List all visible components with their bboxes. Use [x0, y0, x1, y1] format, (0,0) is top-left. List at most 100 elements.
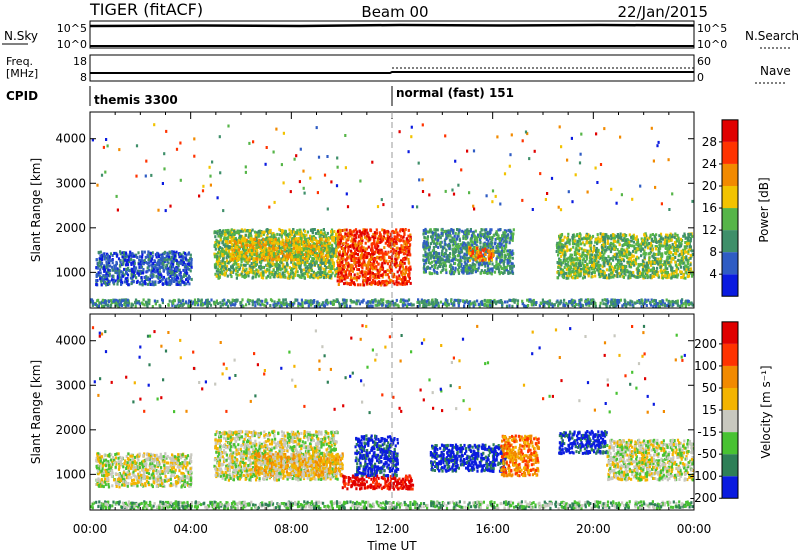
data-cell	[395, 251, 398, 255]
data-cell	[301, 241, 304, 245]
data-cell	[259, 245, 263, 249]
data-cell	[276, 268, 279, 272]
data-cell	[260, 234, 263, 238]
data-cell	[293, 234, 296, 238]
data-cell	[179, 279, 182, 283]
data-cell	[224, 266, 227, 270]
data-cell	[364, 272, 367, 276]
data-cell	[337, 242, 340, 246]
data-cell	[272, 257, 275, 261]
data-cell	[163, 258, 166, 262]
data-cell	[304, 263, 307, 266]
data-cell	[119, 252, 122, 256]
data-cell	[179, 252, 182, 256]
data-cell	[252, 246, 255, 250]
data-cell	[296, 258, 300, 262]
data-cell	[153, 259, 156, 263]
data-cell	[437, 255, 440, 259]
data-cell	[370, 243, 373, 247]
data-cell	[116, 276, 119, 280]
data-cell	[141, 283, 144, 287]
data-cell	[362, 257, 365, 261]
data-cell	[259, 267, 262, 271]
data-cell	[306, 266, 309, 270]
data-cell	[288, 232, 291, 236]
data-cell	[238, 267, 241, 271]
data-cell	[264, 269, 267, 273]
data-cell	[274, 237, 277, 241]
data-cell	[154, 264, 157, 267]
data-cell	[387, 281, 390, 285]
data-cell	[129, 269, 132, 273]
data-cell	[221, 265, 224, 269]
data-cell	[223, 236, 226, 240]
data-cell	[129, 276, 133, 280]
data-cell	[311, 237, 314, 241]
data-cell	[328, 274, 331, 278]
data-cell	[247, 235, 250, 239]
data-cell	[249, 270, 252, 274]
data-cell	[366, 231, 369, 235]
data-cell	[219, 251, 222, 255]
data-cell	[214, 272, 217, 276]
data-cell	[365, 255, 368, 259]
data-cell	[436, 241, 439, 245]
data-cell	[123, 251, 126, 255]
data-cell	[286, 246, 289, 250]
data-cell	[323, 272, 326, 275]
data-cell	[407, 280, 410, 283]
data-cell	[345, 262, 348, 266]
data-cell	[406, 253, 409, 257]
data-cell	[335, 235, 338, 239]
data-cell	[216, 262, 220, 266]
data-cell	[426, 266, 429, 270]
data-cell	[234, 246, 237, 250]
data-cell	[408, 266, 411, 270]
data-cell	[399, 265, 402, 269]
data-cell	[105, 283, 108, 287]
data-cell	[125, 268, 128, 271]
data-cell	[131, 277, 134, 281]
data-cell	[481, 258, 484, 262]
data-cell	[166, 260, 169, 264]
data-cell	[448, 238, 451, 242]
data-cell	[351, 254, 354, 258]
data-cell	[277, 255, 280, 259]
data-cell	[254, 242, 257, 246]
data-cell	[295, 237, 298, 241]
data-cell	[322, 276, 326, 280]
data-cell	[294, 272, 297, 276]
data-cell	[329, 262, 332, 265]
data-cell	[102, 252, 105, 256]
data-cell	[463, 252, 466, 256]
data-cell	[300, 236, 303, 240]
data-cell	[238, 234, 241, 238]
data-cell	[322, 258, 325, 262]
data-cell	[190, 260, 193, 264]
data-cell	[403, 261, 406, 265]
data-cell	[305, 247, 309, 251]
data-cell	[443, 261, 446, 265]
data-cell	[165, 263, 168, 267]
data-cell	[221, 252, 224, 256]
data-cell	[309, 234, 312, 238]
data-cell	[462, 236, 465, 240]
data-cell	[248, 244, 251, 248]
data-cell	[148, 261, 151, 265]
data-cell	[249, 236, 252, 240]
data-cell	[224, 240, 227, 243]
data-cell	[175, 274, 178, 278]
data-cell	[220, 261, 223, 265]
data-cell	[240, 240, 243, 244]
data-cell	[123, 267, 126, 271]
data-cell	[348, 255, 351, 259]
data-cell	[262, 271, 265, 275]
data-cell	[252, 275, 255, 279]
data-cell	[486, 242, 489, 246]
data-cell	[132, 271, 135, 275]
data-cell	[133, 261, 136, 265]
data-cell	[405, 266, 408, 270]
data-cell	[251, 242, 254, 246]
data-cell	[383, 246, 386, 250]
